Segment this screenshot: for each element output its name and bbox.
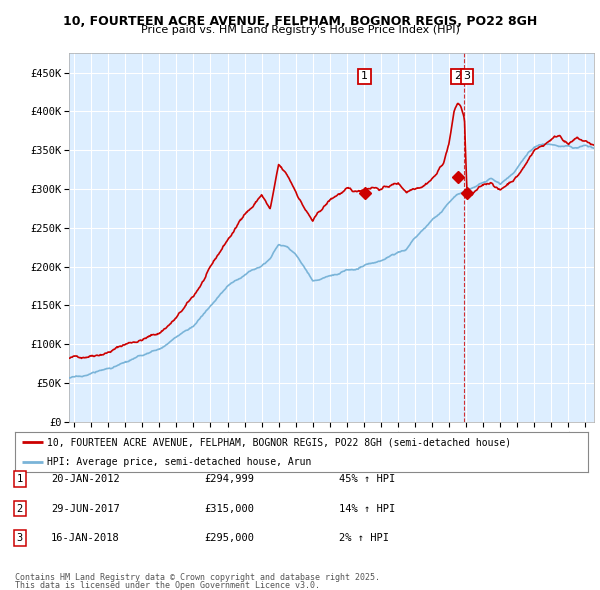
Text: 10, FOURTEEN ACRE AVENUE, FELPHAM, BOGNOR REGIS, PO22 8GH (semi-detached house): 10, FOURTEEN ACRE AVENUE, FELPHAM, BOGNO… [47, 437, 511, 447]
Text: 29-JUN-2017: 29-JUN-2017 [51, 504, 120, 513]
Text: £315,000: £315,000 [204, 504, 254, 513]
Text: 10, FOURTEEN ACRE AVENUE, FELPHAM, BOGNOR REGIS, PO22 8GH: 10, FOURTEEN ACRE AVENUE, FELPHAM, BOGNO… [63, 15, 537, 28]
Text: 16-JAN-2018: 16-JAN-2018 [51, 533, 120, 543]
Text: 1: 1 [361, 71, 368, 81]
Text: This data is licensed under the Open Government Licence v3.0.: This data is licensed under the Open Gov… [15, 581, 320, 590]
Text: Contains HM Land Registry data © Crown copyright and database right 2025.: Contains HM Land Registry data © Crown c… [15, 572, 380, 582]
Text: 20-JAN-2012: 20-JAN-2012 [51, 474, 120, 484]
Text: 2: 2 [454, 71, 461, 81]
Text: 45% ↑ HPI: 45% ↑ HPI [339, 474, 395, 484]
Text: 3: 3 [464, 71, 470, 81]
Text: 3: 3 [17, 533, 23, 543]
Text: 14% ↑ HPI: 14% ↑ HPI [339, 504, 395, 513]
Text: 2: 2 [17, 504, 23, 513]
Text: 2% ↑ HPI: 2% ↑ HPI [339, 533, 389, 543]
Text: 1: 1 [17, 474, 23, 484]
Text: HPI: Average price, semi-detached house, Arun: HPI: Average price, semi-detached house,… [47, 457, 311, 467]
Text: £294,999: £294,999 [204, 474, 254, 484]
Text: Price paid vs. HM Land Registry's House Price Index (HPI): Price paid vs. HM Land Registry's House … [140, 25, 460, 35]
Text: £295,000: £295,000 [204, 533, 254, 543]
